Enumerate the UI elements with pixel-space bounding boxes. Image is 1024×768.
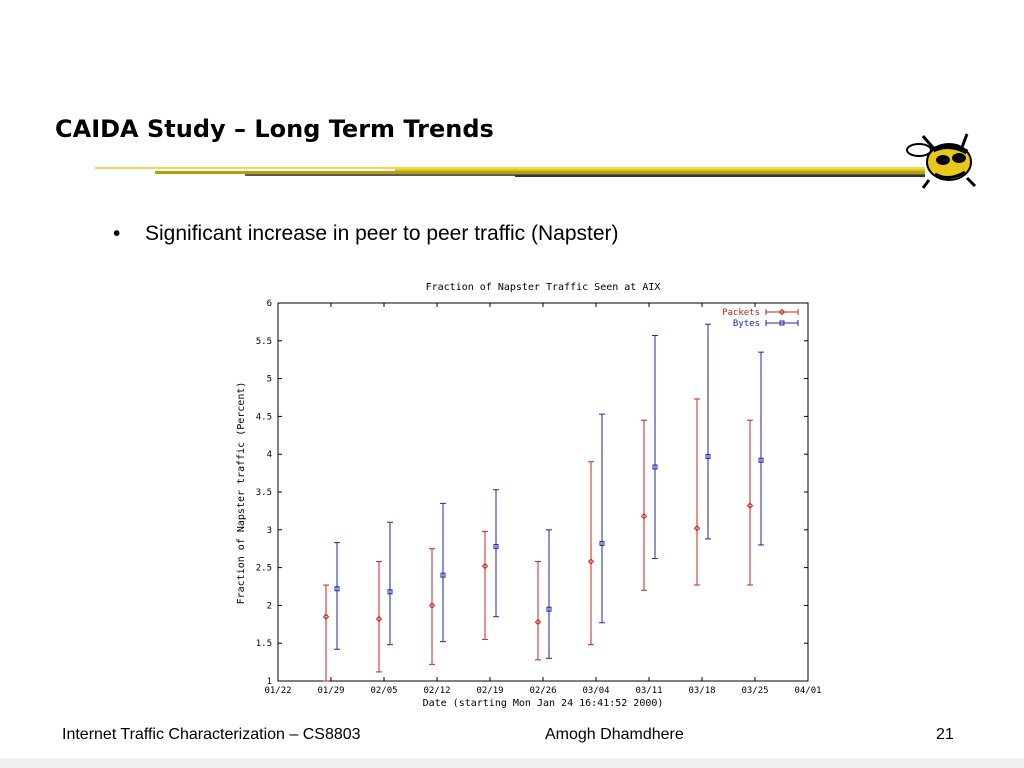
footer-band <box>0 758 1024 768</box>
chart-x-label: Date (starting Mon Jan 24 16:41:52 2000) <box>423 698 664 708</box>
data-point <box>599 540 605 546</box>
y-tick-label: 4.5 <box>256 412 272 422</box>
data-point <box>493 543 499 549</box>
legend-label-packets: Packets <box>722 308 760 318</box>
x-tick-label: 03/18 <box>688 686 715 696</box>
data-point <box>640 512 648 520</box>
series-layer <box>322 323 764 682</box>
y-tick-label: 1.5 <box>256 639 272 649</box>
data-point <box>440 572 446 578</box>
data-point <box>481 562 489 570</box>
yellow-jacket-mascot-icon <box>906 133 977 189</box>
x-tick-label: 03/25 <box>741 686 768 696</box>
x-tick-label: 03/11 <box>635 686 662 696</box>
bullet-point: • Significant increase in peer to peer tr… <box>113 222 619 246</box>
footer-course: Internet Traffic Characterization – CS88… <box>62 726 361 743</box>
x-tick-label: 04/01 <box>794 686 821 696</box>
napster-traffic-chart: Fraction of Napster Traffic Seen at AIX … <box>230 274 830 709</box>
y-tick-label: 2 <box>267 601 272 611</box>
x-tick-label: 01/29 <box>317 686 344 696</box>
bullet-marker: • <box>113 222 121 245</box>
bullet-text: Significant increase in peer to peer tra… <box>145 222 619 245</box>
y-tick-label: 3.5 <box>256 488 272 498</box>
y-tick-label: 2.5 <box>256 564 272 574</box>
footer-author: Amogh Dhamdhere <box>545 726 684 743</box>
data-point <box>534 618 542 626</box>
ticks-layer: 1 1.5 2 2.5 3 3.5 4 4.5 5 5.5 6 01/22 01/29 02/05 02/1… <box>256 299 822 696</box>
legend-marker <box>778 308 786 316</box>
chart-svg: Fraction of Napster Traffic Seen at AIX … <box>230 274 830 709</box>
data-point <box>705 453 711 459</box>
y-tick-label: 1 <box>267 677 272 687</box>
x-tick-label: 02/12 <box>423 686 450 696</box>
series-bytes <box>334 323 764 659</box>
x-tick-label: 03/04 <box>582 686 609 696</box>
chart-background <box>230 274 830 708</box>
data-point <box>652 464 658 470</box>
data-point <box>322 613 330 620</box>
x-tick-label: 02/26 <box>529 686 556 696</box>
chart-title: Fraction of Napster Traffic Seen at AIX <box>426 282 661 293</box>
data-point <box>375 615 383 623</box>
data-point <box>387 589 393 595</box>
data-point <box>334 586 340 592</box>
x-tick-label: 01/22 <box>264 686 291 696</box>
data-point <box>693 525 701 532</box>
x-tick-label: 02/19 <box>476 686 503 696</box>
x-tick-label: 02/05 <box>370 686 397 696</box>
y-tick-label: 5.5 <box>256 337 272 347</box>
data-point <box>546 606 552 612</box>
y-tick-label: 5 <box>267 375 272 385</box>
y-tick-label: 4 <box>267 450 272 460</box>
series-packets <box>322 398 754 682</box>
y-tick-label: 3 <box>267 526 272 536</box>
y-tick-label: 6 <box>267 299 272 309</box>
title-underline <box>95 167 925 177</box>
data-point <box>428 602 436 609</box>
page-number: 21 <box>936 726 954 743</box>
data-point <box>587 558 595 565</box>
legend-marker <box>779 320 785 326</box>
slide-title: CAIDA Study – Long Term Trends <box>55 115 494 143</box>
data-point <box>758 457 764 463</box>
legend-label-bytes: Bytes <box>733 319 760 329</box>
chart-y-label: Fraction of Napster traffic (Percent) <box>236 382 247 605</box>
data-point <box>746 502 754 509</box>
